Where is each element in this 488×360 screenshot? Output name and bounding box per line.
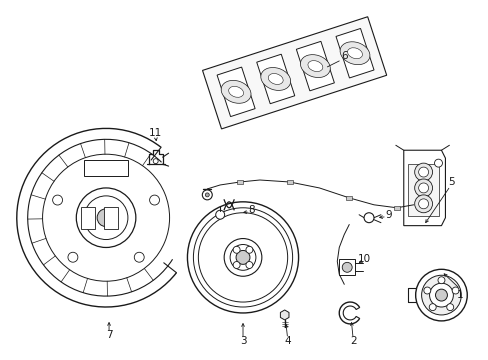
Polygon shape (403, 150, 445, 226)
Circle shape (153, 159, 158, 164)
Text: 4: 4 (284, 336, 290, 346)
Circle shape (418, 183, 427, 193)
Circle shape (423, 287, 430, 294)
Circle shape (68, 252, 78, 262)
Bar (339, 260, 354, 275)
Text: 7: 7 (105, 330, 112, 340)
Circle shape (414, 179, 432, 197)
Circle shape (198, 213, 287, 302)
Circle shape (202, 190, 212, 200)
Circle shape (421, 275, 460, 315)
Text: 11: 11 (149, 129, 162, 138)
Text: 5: 5 (447, 177, 454, 187)
Circle shape (418, 167, 427, 177)
Bar (407, 164, 439, 216)
Circle shape (437, 277, 444, 284)
Bar (237, 180, 243, 184)
Polygon shape (256, 54, 294, 104)
Circle shape (342, 262, 351, 272)
Ellipse shape (268, 73, 283, 84)
Circle shape (233, 261, 240, 269)
Polygon shape (335, 28, 373, 78)
Bar (346, 196, 351, 200)
Text: 3: 3 (239, 336, 246, 346)
Ellipse shape (260, 68, 290, 90)
Circle shape (245, 246, 252, 253)
Text: 9: 9 (385, 210, 391, 220)
Ellipse shape (307, 60, 322, 72)
Polygon shape (280, 310, 288, 320)
Text: 2: 2 (349, 336, 356, 346)
Circle shape (418, 199, 427, 209)
Circle shape (187, 202, 298, 313)
Circle shape (434, 159, 442, 167)
Circle shape (428, 304, 435, 311)
Bar (104, 207, 118, 229)
Circle shape (224, 239, 262, 276)
Circle shape (53, 195, 62, 205)
Bar (81, 207, 95, 229)
Circle shape (451, 287, 458, 294)
Circle shape (364, 213, 373, 223)
Bar (286, 180, 292, 184)
Circle shape (205, 193, 209, 197)
Polygon shape (217, 67, 255, 117)
Circle shape (149, 195, 159, 205)
Circle shape (233, 246, 240, 253)
Bar (84, 160, 128, 176)
Ellipse shape (228, 86, 243, 97)
Bar (393, 206, 399, 210)
Circle shape (245, 261, 252, 269)
Circle shape (428, 283, 452, 307)
Polygon shape (202, 17, 386, 129)
Text: 1: 1 (456, 290, 463, 300)
Ellipse shape (221, 80, 250, 103)
Circle shape (76, 188, 136, 247)
Ellipse shape (300, 55, 329, 77)
Text: 8: 8 (248, 205, 255, 215)
Circle shape (435, 289, 447, 301)
Text: 6: 6 (340, 51, 347, 61)
Circle shape (134, 252, 144, 262)
Ellipse shape (339, 42, 369, 65)
Ellipse shape (347, 48, 362, 59)
Circle shape (215, 210, 224, 219)
Polygon shape (296, 41, 334, 91)
Circle shape (193, 208, 292, 307)
Circle shape (414, 163, 432, 181)
Circle shape (446, 304, 453, 311)
Circle shape (236, 251, 249, 264)
Circle shape (415, 269, 467, 321)
Text: 10: 10 (357, 255, 370, 264)
Circle shape (84, 196, 128, 239)
Circle shape (97, 209, 115, 227)
Circle shape (414, 195, 432, 213)
Circle shape (230, 244, 255, 270)
